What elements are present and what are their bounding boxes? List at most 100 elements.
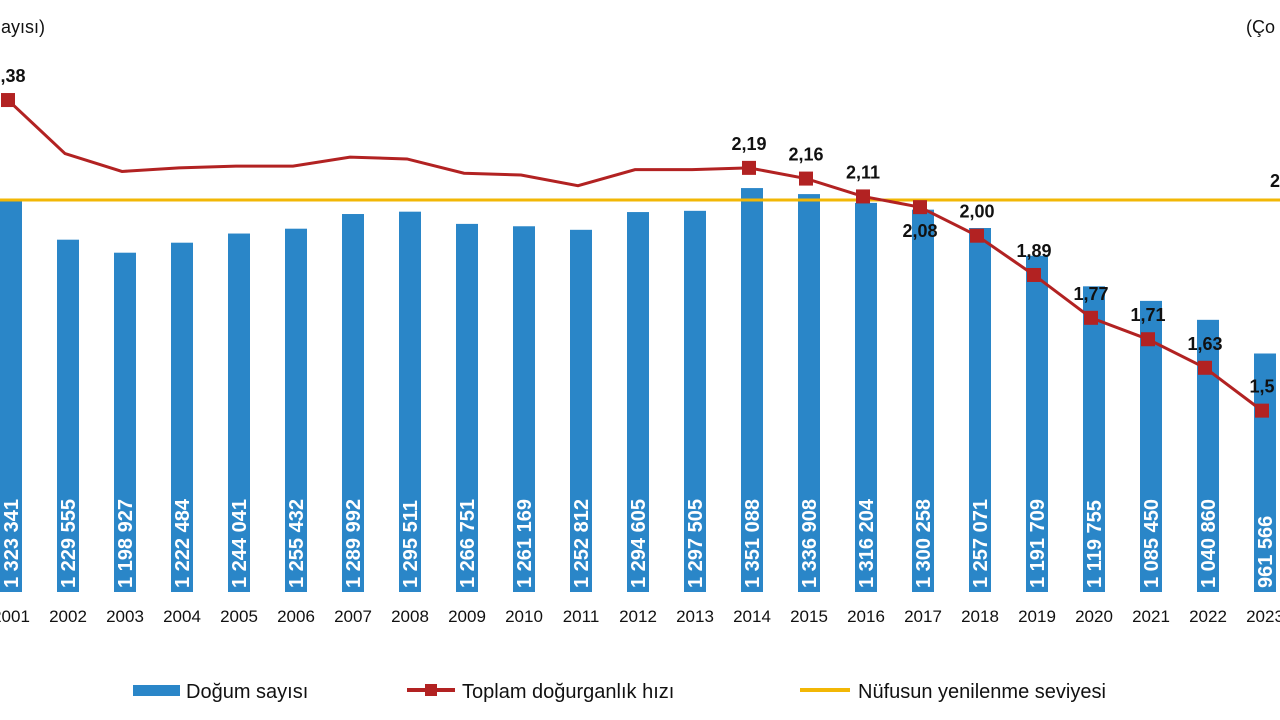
x-tick-label: 2013 [676,607,714,626]
fertility-marker-2016 [856,189,870,204]
fertility-value-label: 1,77 [1073,284,1108,304]
legend-replacement-label: Nüfusun yenilenme seviyesi [858,681,1106,703]
x-tick-label: 2016 [847,607,885,626]
bar-2006 [285,228,307,592]
bar-2021 [1140,300,1162,592]
bar-2004 [171,242,193,592]
x-tick-label: 2004 [163,607,201,626]
fertility-value-label: 1,71 [1130,305,1165,325]
bar-2015 [798,194,820,593]
bar-2022 [1197,319,1219,592]
legend: Doğum sayısı Toplam doğurganlık hızı Nüf… [133,681,1106,703]
bar-2003 [114,252,136,592]
x-tick-label: 2003 [106,607,144,626]
bar-value-label: 1 261 169 [514,499,536,588]
line-series-group: 2,38 2,19 2,16 2,11 2,08 2,00 1,89 1,77 1,71 1,63… [0,66,1275,418]
bar-value-label: 1 198 927 [115,499,137,588]
bar-value-label: 1 294 605 [628,499,650,588]
bar-2002 [57,239,79,592]
fertility-marker-2020 [1084,310,1098,325]
x-tick-label: 2007 [334,607,372,626]
legend-birth-count-swatch [133,685,180,696]
replacement-level-value-label: 2 [1270,171,1280,191]
reference-line-group: 2 [0,171,1280,202]
x-tick-label: 2009 [448,607,486,626]
x-tick-label: 2020 [1075,607,1113,626]
bar-2019 [1026,255,1048,593]
legend-birth-count-label: Doğum sayısı [186,681,308,703]
fertility-marker-2015 [799,171,813,186]
bar-2008 [399,211,421,592]
fertility-value-label: 2,00 [959,202,994,222]
bar-value-label: 1 255 432 [286,499,308,588]
bar-2016 [855,202,877,592]
fertility-marker-2023 [1255,403,1269,418]
bar-2013 [684,210,706,592]
bar-2005 [228,233,250,593]
x-tick-label: 2008 [391,607,429,626]
bar-value-label: 1 119 755 [1084,500,1106,588]
fertility-value-label: 2,16 [788,145,823,165]
right-axis-unit-label: (Ço [1246,17,1275,37]
x-tick-label: 2015 [790,607,828,626]
x-axis-ticks: 2001 2002 2003 2004 2005 2006 2007 2008 2009 2010… [0,607,1280,626]
bar-series-group [0,188,1276,593]
bar-2012 [627,212,649,592]
bar-value-label: 1 252 812 [571,499,593,588]
bar-value-label: 1 266 751 [457,499,479,588]
bar-value-label: 1 316 204 [856,498,878,588]
bar-2018 [969,228,991,592]
bar-value-label: 1 222 484 [172,498,194,588]
bar-value-label: 1 351 088 [742,499,764,588]
x-tick-label: 2022 [1189,607,1227,626]
x-tick-label: 2019 [1018,607,1056,626]
fertility-marker-2017 [913,200,927,215]
fertility-value-label: 1,89 [1016,241,1051,261]
fertility-marker-2021 [1141,332,1155,347]
fertility-marker-2022 [1198,360,1212,375]
bar-value-label: 1 191 709 [1027,499,1049,588]
x-tick-label: 2006 [277,607,315,626]
fertility-value-label: 1,63 [1187,334,1222,354]
fertility-rate-line [6,98,1263,412]
fertility-value-label: 1,5 [1249,377,1274,397]
x-tick-label: 2014 [733,607,771,626]
fertility-value-label: 2,19 [731,134,766,154]
fertility-value-label: 2,08 [902,221,937,241]
bar-value-label: 1 040 860 [1198,499,1220,588]
x-tick-label: 2005 [220,607,258,626]
legend-fertility-label: Toplam doğurganlık hızı [462,681,674,703]
bar-value-label: 1 244 041 [229,499,251,588]
x-tick-label: 2018 [961,607,999,626]
x-tick-label: 2023 [1246,607,1280,626]
x-tick-label: 2012 [619,607,657,626]
bar-value-label: 1 289 992 [343,499,365,588]
fertility-marker-2014 [742,160,756,175]
x-tick-label: 2011 [563,607,600,626]
bar-2010 [513,226,535,592]
bar-value-label: 1 336 908 [799,499,821,588]
bar-value-label: 1 297 505 [685,499,707,588]
bar-2001 [0,199,22,593]
fertility-marker-2018 [970,228,984,243]
bar-value-label: 961 566 [1255,516,1277,588]
x-tick-label: 2001 [0,607,30,626]
fertility-marker-2019 [1027,267,1041,282]
bar-value-labels: 1 323 341 1 229 555 1 198 927 1 222 484 1 24… [1,498,1277,588]
bar-2014 [741,188,763,592]
fertility-marker-2001 [1,93,15,108]
left-axis-unit-label: ayısı) [1,17,45,37]
bar-value-label: 1 323 341 [1,499,23,588]
bar-value-label: 1 229 555 [58,499,80,588]
fertility-value-label: 2,38 [0,66,26,86]
bar-2020 [1083,286,1105,592]
x-tick-label: 2010 [505,607,543,626]
x-tick-label: 2017 [904,607,942,626]
bar-2017 [912,209,934,592]
bar-2007 [342,214,364,593]
bar-2009 [456,223,478,592]
x-tick-label: 2002 [49,607,87,626]
bar-value-label: 1 300 258 [913,499,935,588]
legend-fertility-marker [425,684,437,696]
